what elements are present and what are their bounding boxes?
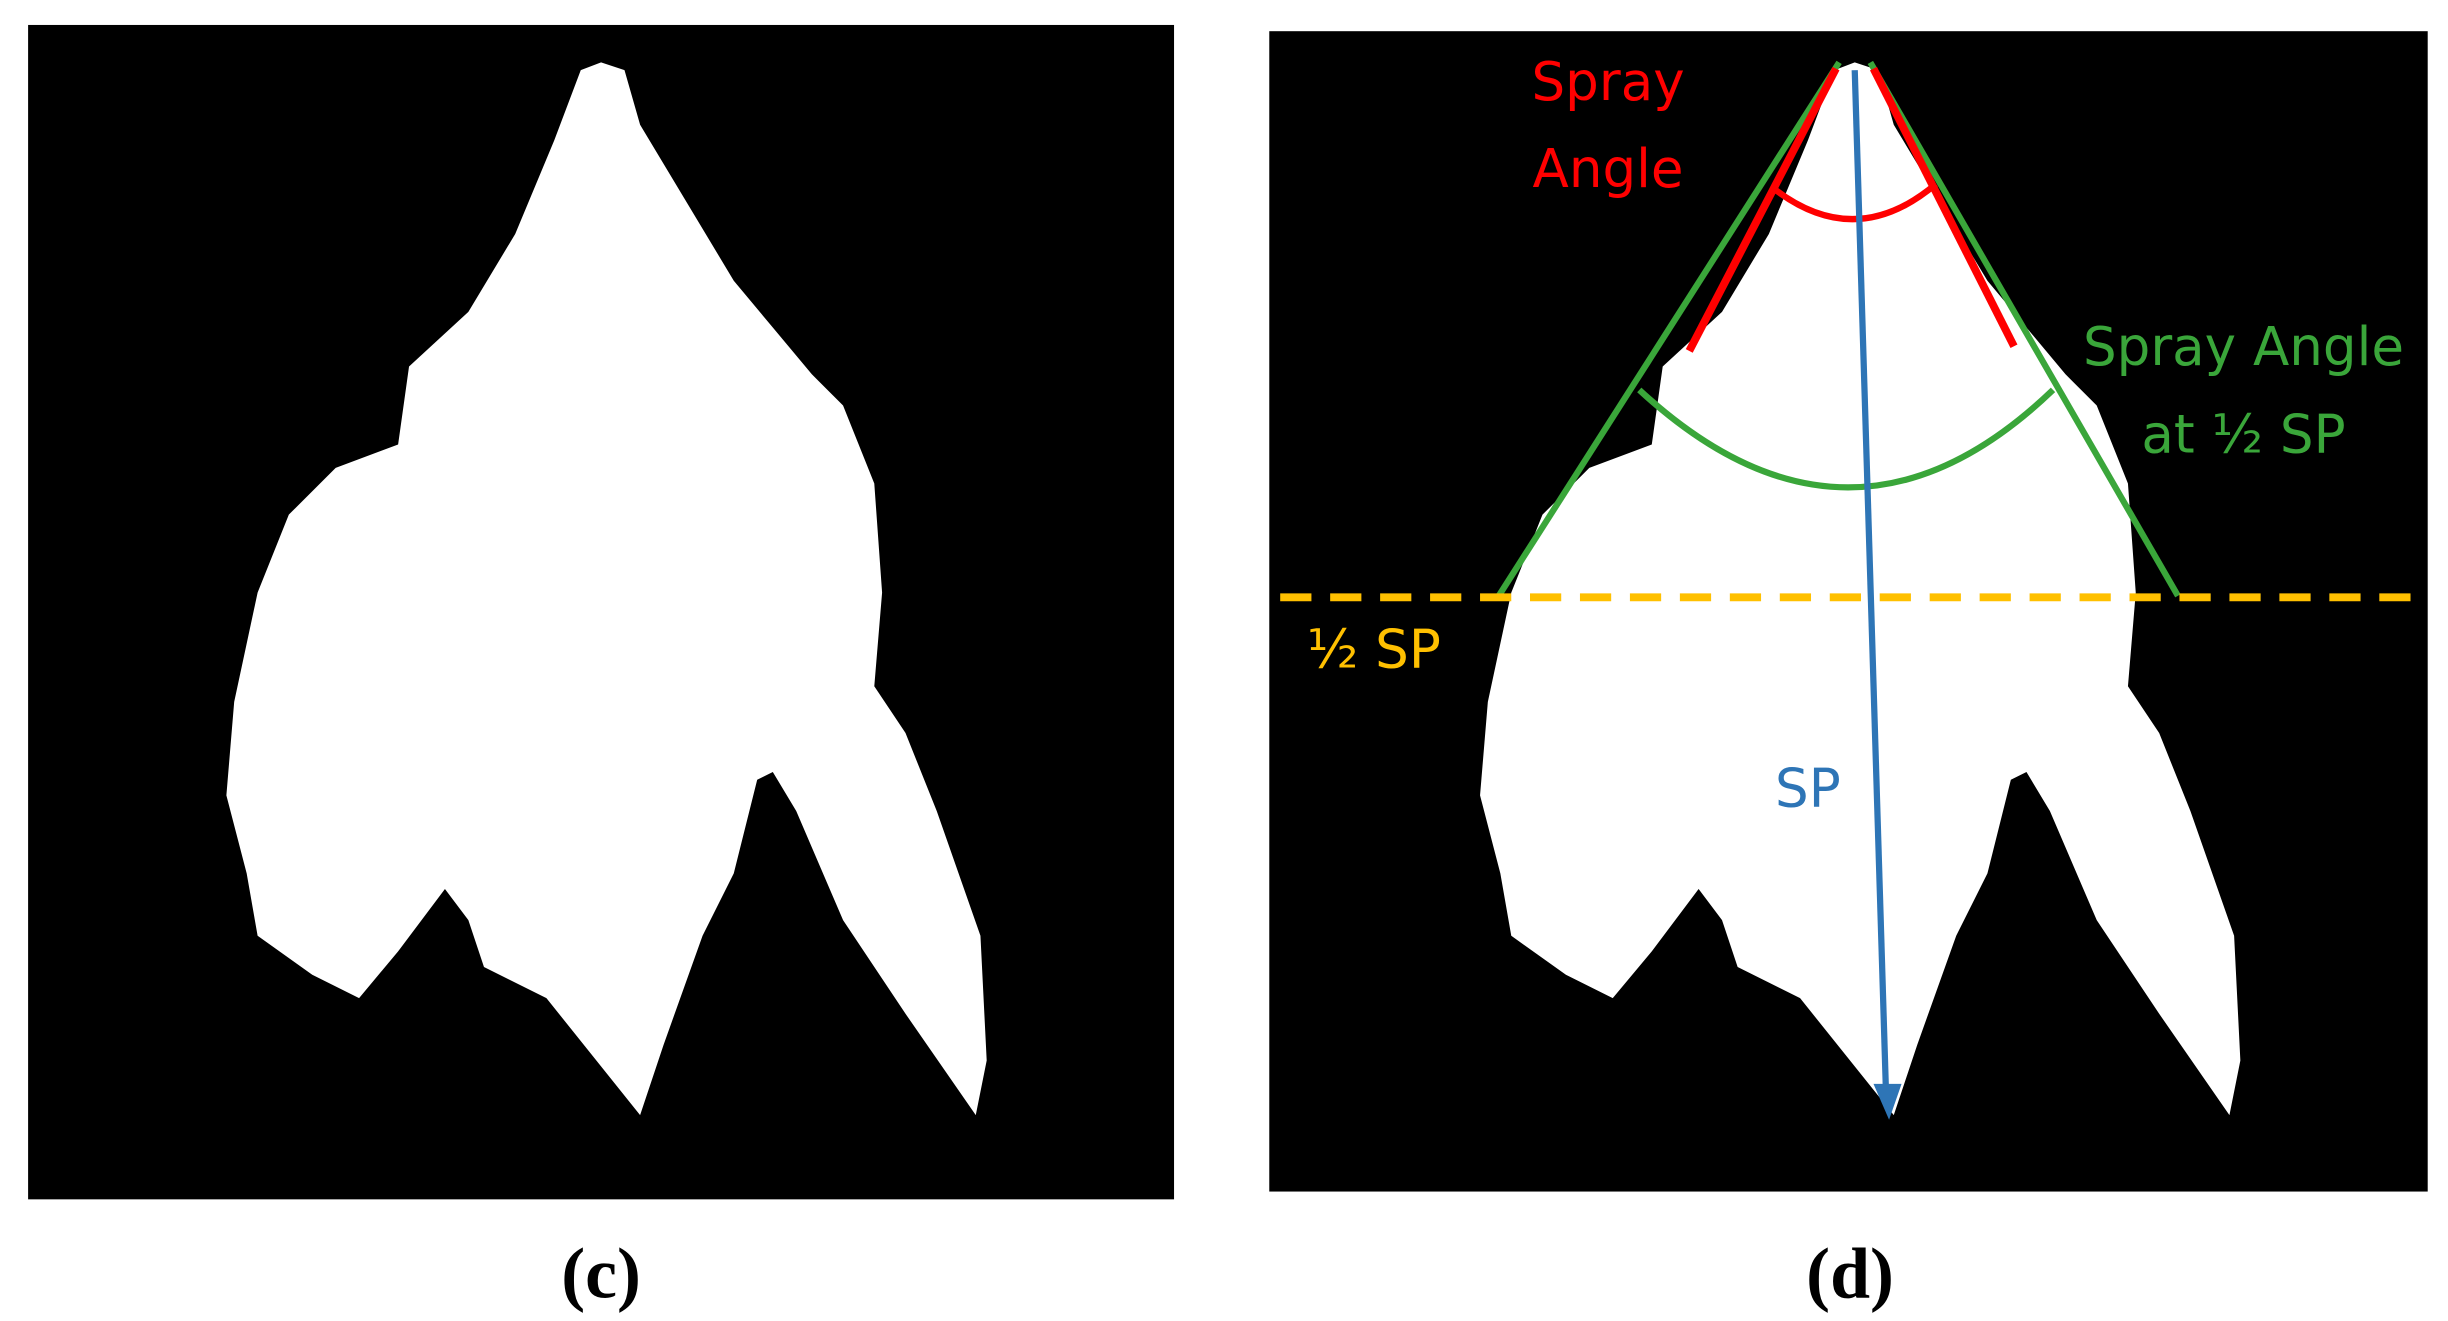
annotation: Angle [1533,138,1684,200]
green-edge-line [1496,60,1842,598]
green-edge-line [1867,60,2181,598]
sp-arrowhead [1873,1083,1902,1120]
red-edge-line [1685,66,1840,353]
sp-arrow [1851,70,1890,1092]
annotation: at ½ SP [2141,403,2345,465]
panel-c: (c) [28,24,1175,1314]
panel-label: (c) [561,1234,641,1314]
panel-label: (d) [1806,1234,1894,1314]
panel-d: Spray Angle Spray Angle at ½ SP ½ SP SP … [1269,31,2428,1314]
red-arc [1770,181,1938,223]
annotation: Spray [1531,51,1684,113]
annotation: SP [1775,757,1841,819]
annotation: ½ SP [1307,619,1441,681]
red-edge-line [1869,66,2018,348]
green-arc [1637,387,2056,491]
annotation: Spray Angle [2083,316,2404,378]
